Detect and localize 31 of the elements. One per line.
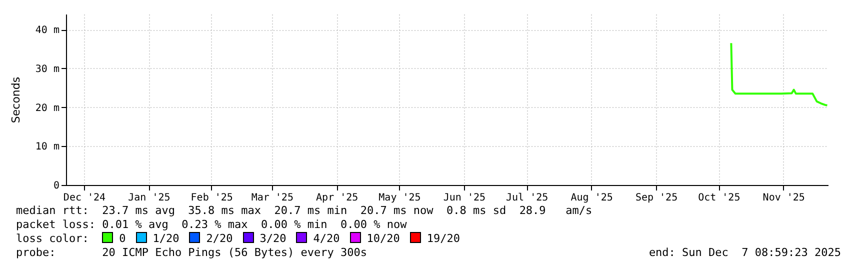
line-series: [730, 42, 828, 106]
legend-label: 10/20: [366, 232, 400, 245]
text: end: Sun Dec 7 08:59:23 2025: [648, 246, 841, 260]
x-tick-label: Jun '25: [443, 192, 486, 204]
x-tick-label: Apr '25: [316, 192, 358, 204]
legend-title: loss color:: [16, 232, 89, 245]
x-tick-label: Oct '25: [698, 192, 740, 204]
legend-label: 4/20: [312, 232, 340, 245]
y-tick-label: 10 m: [35, 142, 60, 153]
legend-label: 3/20: [258, 232, 286, 245]
y-tick-label: 20 m: [35, 102, 60, 114]
x-tick-label: Jul '25: [506, 192, 548, 204]
legend-label: 1/20: [152, 232, 180, 245]
legend-label: 19/20: [426, 232, 460, 245]
text: packet loss: 0.01 % avg 0.23 % max 0.00 % min 0.00 % now: [16, 218, 408, 232]
text: probe: 20 ICMP Echo Pings (56 Bytes) every 300s: [16, 246, 367, 259]
text: median rtt: 23.7 ms avg 35.8 ms max 20.7 ms min 20.7 ms now 0.8 ms sd 28.9 am/s: [16, 204, 594, 218]
legend-label: 0: [118, 232, 126, 245]
legend-label: 2/20: [205, 232, 233, 245]
x-tick-label: Mar '25: [251, 192, 294, 204]
y-axis-title: Seconds: [9, 76, 22, 124]
y-tick-label: 0: [53, 180, 60, 192]
x-tick-label: Feb '25: [190, 192, 233, 204]
x-tick-label: Nov '25: [762, 192, 805, 204]
x-tick-label: May '25: [378, 192, 421, 204]
y-tick-label: 40 m: [35, 25, 60, 36]
x-tick-label: Sep '25: [635, 192, 678, 204]
x-tick-label: Aug '25: [570, 192, 613, 204]
x-tick-label: Dec '24: [63, 192, 106, 204]
x-tick-label: Jan '25: [128, 192, 170, 204]
y-tick-label: 30 m: [35, 64, 60, 75]
